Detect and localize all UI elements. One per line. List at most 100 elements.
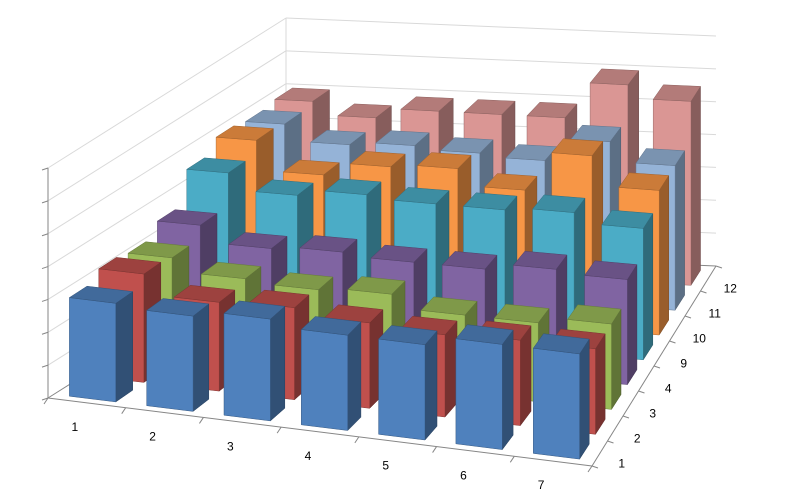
category-axis-tick — [354, 436, 360, 444]
bar-top-face — [551, 138, 604, 157]
depth-tick-label: 10 — [693, 332, 707, 346]
bar-top-face — [227, 232, 288, 249]
bar-top-face — [349, 151, 406, 168]
back-wall-gridline — [285, 83, 717, 103]
bar-top-face — [378, 325, 438, 345]
bar-6-series-1 — [455, 324, 514, 451]
bar-top-face — [652, 84, 701, 102]
bar-top-face — [324, 178, 382, 195]
bar-top-face — [146, 298, 210, 317]
bar-side-face — [520, 325, 532, 427]
bar-top-face — [493, 303, 550, 324]
depth-tick-label: 3 — [649, 407, 656, 421]
bar-side-face — [690, 85, 701, 287]
value-axis-tick — [41, 167, 49, 171]
chart-bars — [68, 68, 701, 460]
bar-top-face — [127, 241, 190, 259]
category-axis-tick — [276, 426, 282, 434]
depth-axis-tick — [653, 365, 661, 369]
bar-top-face — [244, 109, 303, 125]
bar-top-face — [200, 261, 262, 279]
bar-front-face — [533, 347, 580, 460]
category-axis-tick — [509, 456, 515, 463]
bar-front-face — [301, 329, 348, 431]
bar-top-face — [282, 159, 340, 176]
bar-front-face — [378, 338, 426, 441]
category-axis-tick — [587, 465, 593, 473]
bar-top-face — [463, 99, 516, 115]
side-wall-gridline — [47, 17, 287, 169]
bar-side-face — [444, 320, 458, 418]
bar-top-face — [584, 260, 638, 280]
category-tick-label: 4 — [305, 449, 312, 463]
bar-2-series-1 — [146, 298, 210, 412]
category-tick-label: 7 — [538, 478, 545, 492]
depth-tick-label: 12 — [724, 282, 738, 296]
bar-7-series-1 — [532, 333, 590, 460]
bar-3-series-1 — [223, 300, 286, 422]
bar-top-face — [393, 187, 450, 205]
bar-side-face — [192, 303, 210, 412]
category-axis-tick — [432, 446, 437, 453]
bar-top-face — [299, 235, 358, 253]
value-axis-tick — [41, 200, 49, 204]
bar-front-face — [223, 313, 271, 422]
bar-top-face — [484, 173, 538, 191]
depth-axis-tick — [607, 440, 614, 444]
depth-tick-label: 1 — [618, 457, 625, 471]
bar-side-face — [579, 338, 590, 460]
bar-4-series-1 — [300, 316, 362, 432]
bar-side-face — [674, 149, 685, 312]
side-wall-gridline — [47, 83, 287, 235]
bar-side-face — [502, 329, 514, 451]
depth-axis-tick — [715, 265, 723, 269]
value-axis-tick — [41, 397, 49, 401]
bar-top-face — [532, 194, 586, 213]
depth-axis-tick — [622, 415, 630, 419]
depth-axis-tick — [700, 290, 707, 294]
bar-top-face — [532, 333, 590, 355]
bar-top-face — [512, 250, 568, 270]
bar-side-face — [115, 291, 133, 403]
category-tick-label: 6 — [460, 468, 467, 482]
bar-top-face — [416, 152, 472, 169]
bar-top-face — [300, 316, 362, 336]
category-tick-label: 5 — [382, 459, 389, 473]
depth-tick-label: 11 — [709, 307, 722, 321]
bar-front-face — [69, 297, 117, 403]
bar-top-face — [375, 130, 430, 146]
bar-side-face — [347, 321, 362, 432]
bar-top-face — [223, 300, 286, 320]
bar-top-face — [526, 102, 578, 119]
depth-tick-label: 9 — [680, 357, 687, 371]
bar-side-face — [595, 333, 606, 436]
depth-tick-label: 2 — [634, 432, 641, 446]
bar-top-face — [441, 251, 498, 270]
bar-top-face — [455, 324, 514, 345]
depth-axis-tick — [669, 340, 676, 344]
bar-top-face — [635, 148, 686, 166]
bar-top-face — [420, 296, 478, 316]
bar-side-face — [611, 308, 622, 411]
bar-5-series-1 — [378, 325, 438, 441]
bar-top-face — [156, 209, 218, 226]
bar-top-face — [370, 244, 428, 263]
depth-tick-label: 4 — [665, 382, 672, 396]
depth-axis-tick — [591, 465, 599, 469]
back-wall-gridline — [285, 50, 717, 70]
bar-top-face — [273, 272, 334, 290]
bar-top-face — [400, 96, 454, 112]
bar-top-face — [274, 87, 331, 102]
value-axis-tick — [41, 331, 49, 335]
bar-top-face — [186, 157, 246, 174]
value-axis-tick — [41, 364, 49, 368]
category-tick-label: 2 — [149, 430, 156, 444]
depth-axis-tick — [684, 315, 692, 319]
bar-top-face — [462, 192, 518, 211]
bar-top-face — [589, 68, 640, 86]
bar-front-face — [455, 338, 503, 450]
bar-top-face — [440, 137, 494, 154]
